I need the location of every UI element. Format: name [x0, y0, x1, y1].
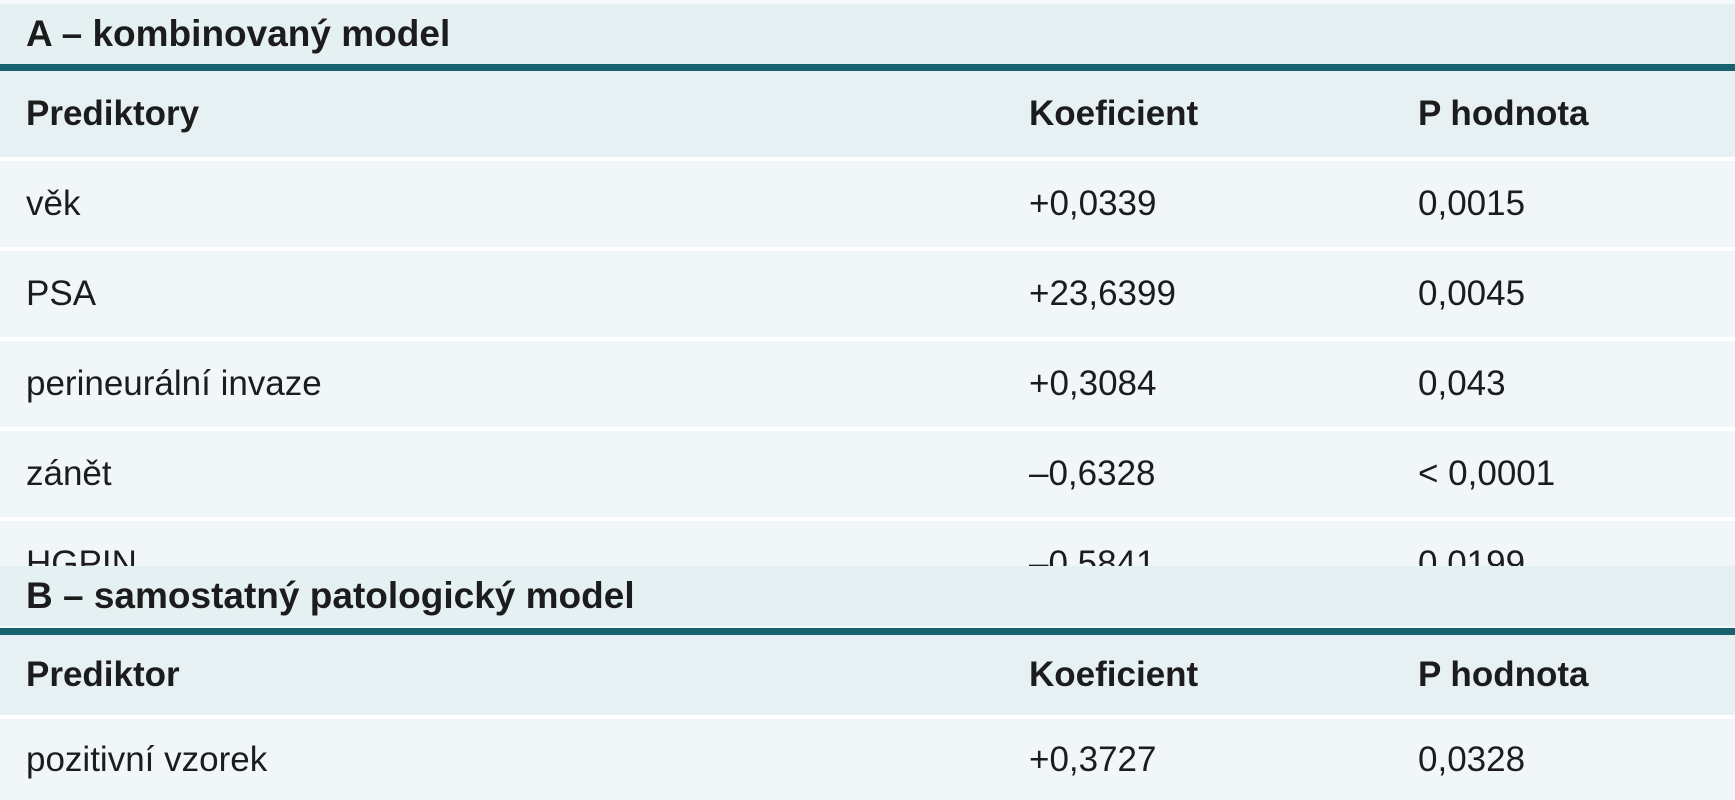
table-row: zánět –0,6328 < 0,0001 — [0, 431, 1735, 517]
row-separator — [0, 517, 1735, 521]
predictor-cell: zánět — [26, 454, 112, 493]
predictor-cell: pozitivní vzorek — [26, 740, 268, 779]
section-a-header-row: Prediktory Koeficient P hodnota — [0, 71, 1735, 157]
coefficient-cell: +23,6399 — [1029, 274, 1176, 313]
header-predictors: Prediktory — [26, 94, 200, 133]
p-value-cell: 0,0045 — [1418, 274, 1526, 313]
p-value-cell: 0,0015 — [1418, 184, 1526, 223]
coefficient-cell: +0,3727 — [1029, 740, 1157, 779]
row-separator — [0, 247, 1735, 251]
p-value-cell: < 0,0001 — [1418, 454, 1556, 493]
table-row: pozitivní vzorek +0,3727 0,0328 — [0, 719, 1735, 800]
row-separator — [0, 715, 1735, 719]
p-value-cell: 0,0328 — [1418, 740, 1526, 779]
section-a-title: A – kombinovaný model — [0, 4, 1735, 64]
row-separator — [0, 337, 1735, 341]
header-predictor: Prediktor — [26, 655, 180, 694]
predictor-cell: věk — [26, 184, 81, 223]
table-row: perineurální invaze +0,3084 0,043 — [0, 341, 1735, 427]
section-b-header-row: Prediktor Koeficient P hodnota — [0, 635, 1735, 715]
section-b-title: B – samostatný patologický model — [0, 566, 1735, 626]
coefficient-cell: +0,0339 — [1029, 184, 1157, 223]
section-b-rule — [0, 628, 1735, 635]
predictor-cell: perineurální invaze — [26, 364, 322, 403]
header-coefficient: Koeficient — [1029, 655, 1199, 694]
table-row: věk +0,0339 0,0015 — [0, 161, 1735, 247]
predictor-cell: PSA — [26, 274, 97, 313]
p-value-cell: 0,043 — [1418, 364, 1506, 403]
table-row: PSA +23,6399 0,0045 — [0, 251, 1735, 337]
coefficient-cell: –0,6328 — [1029, 454, 1156, 493]
header-coefficient: Koeficient — [1029, 94, 1199, 133]
row-separator — [0, 427, 1735, 431]
coefficient-cell: +0,3084 — [1029, 364, 1157, 403]
header-p-value: P hodnota — [1418, 655, 1589, 694]
row-separator — [0, 157, 1735, 161]
section-a-rule — [0, 64, 1735, 71]
header-p-value: P hodnota — [1418, 94, 1589, 133]
